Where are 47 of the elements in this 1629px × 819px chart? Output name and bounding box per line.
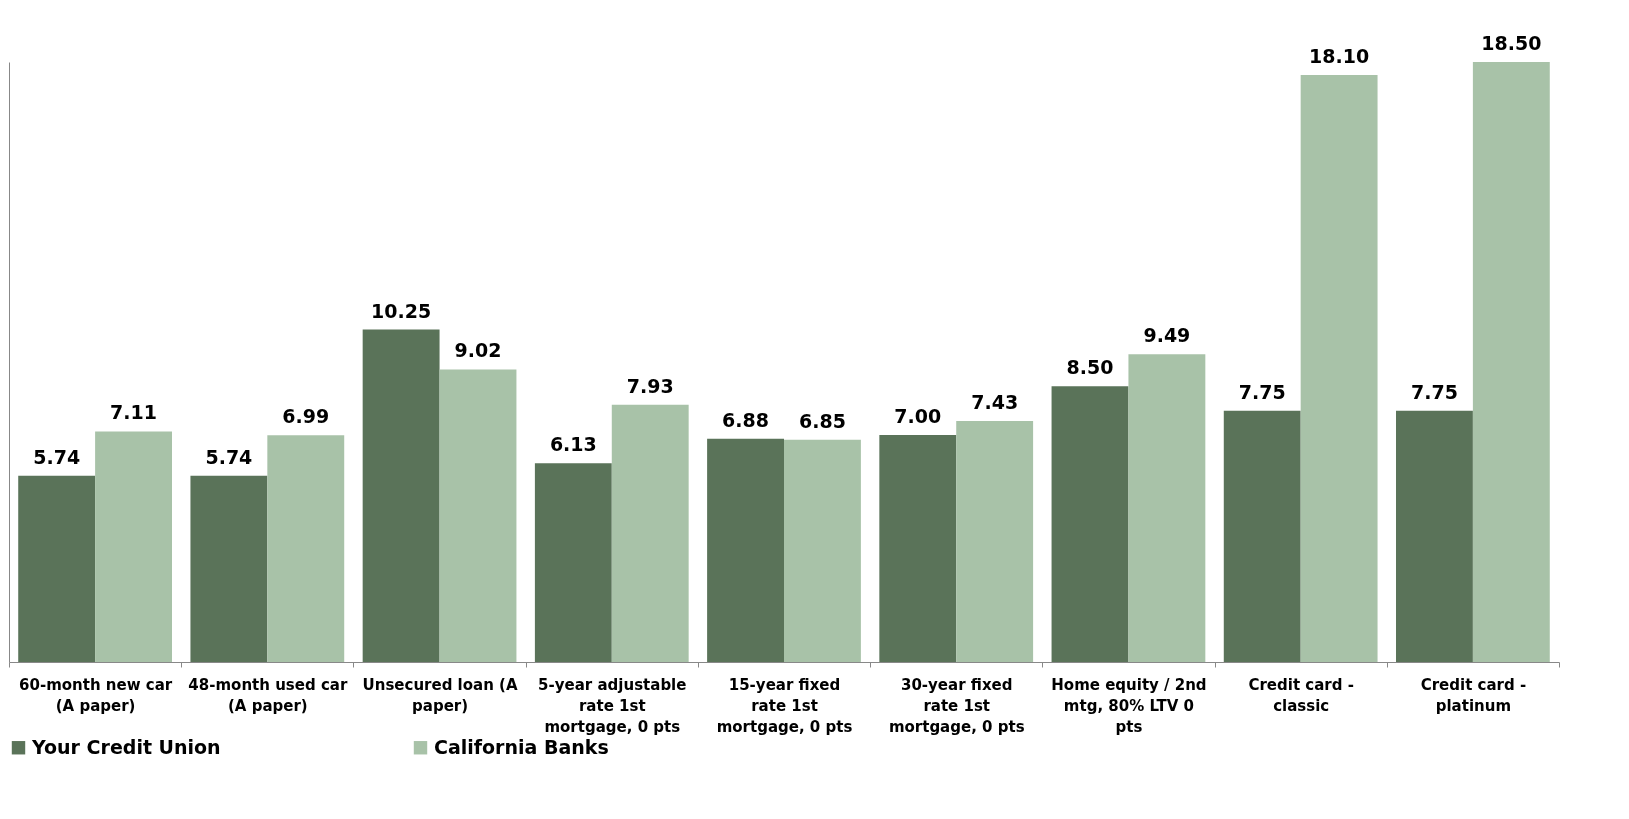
x-tick-label: 48-month used car (A paper) — [188, 675, 348, 715]
bar — [1472, 62, 1550, 662]
bar — [267, 435, 345, 662]
x-tick-label: 15-year fixed rate 1st mortgage, 0 pts — [716, 675, 853, 736]
bar — [784, 439, 861, 662]
data-label: 6.88 — [722, 408, 769, 431]
bar — [956, 421, 1034, 662]
bar — [95, 431, 172, 662]
bar — [190, 475, 268, 662]
data-label: 6.99 — [282, 405, 330, 428]
data-label: 9.49 — [1143, 324, 1191, 347]
data-label: 7.11 — [110, 401, 157, 424]
bar — [362, 329, 440, 662]
bar — [1300, 74, 1378, 662]
data-label: 8.50 — [1066, 356, 1114, 379]
bar — [1128, 354, 1206, 662]
x-tick-label: 30-year fixed rate 1st mortgage, 0 pts — [888, 675, 1025, 736]
data-label: 7.43 — [971, 391, 1019, 414]
bar — [879, 434, 957, 662]
data-label: 7.93 — [626, 374, 674, 397]
bar — [534, 463, 612, 662]
bar — [611, 404, 689, 662]
data-label: 7.75 — [1411, 380, 1458, 403]
data-label: 7.00 — [894, 404, 942, 427]
x-tick-label: Credit card - platinum — [1420, 675, 1527, 715]
data-label: 5.74 — [33, 445, 81, 468]
data-label: 6.85 — [799, 409, 846, 432]
bar — [1223, 410, 1301, 662]
data-label: 7.75 — [1238, 380, 1286, 403]
legend-label: California Banks — [434, 735, 609, 758]
bar — [1396, 410, 1473, 662]
legend-label: Your Credit Union — [31, 735, 221, 758]
x-tick-label: Unsecured loan (A paper) — [362, 675, 518, 715]
bar — [18, 475, 96, 662]
data-label: 5.74 — [205, 445, 253, 468]
x-tick-label: 5-year adjustable rate 1st mortgage, 0 pts — [538, 675, 687, 736]
bar — [1051, 386, 1129, 662]
x-tick-label: Credit card - classic — [1248, 675, 1354, 715]
x-tick-label: 60-month new car (A paper) — [19, 675, 173, 715]
data-label: 9.02 — [454, 339, 502, 362]
data-label: 18.10 — [1309, 44, 1370, 67]
x-tick-label: Home equity / 2nd mtg, 80% LTV 0 pts — [1051, 675, 1207, 736]
bar — [439, 369, 517, 662]
data-label: 6.13 — [549, 433, 597, 456]
data-label: 18.50 — [1481, 32, 1542, 54]
data-label: 10.25 — [371, 299, 432, 322]
bar — [707, 438, 784, 662]
